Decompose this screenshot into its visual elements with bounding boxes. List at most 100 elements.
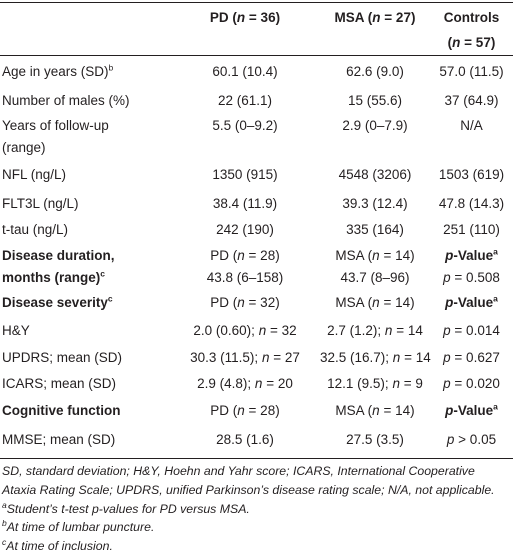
- text-run: = 14: [400, 349, 431, 365]
- table-cell: p = 0.508: [430, 270, 513, 285]
- table-cell: p-Valuea: [430, 401, 513, 418]
- table-cell: 22 (61.1): [170, 93, 320, 108]
- table-cell: PD (n = 36): [170, 10, 320, 25]
- header-row: (n = 57): [0, 30, 513, 55]
- text-run: n: [372, 247, 380, 263]
- text-run: 47.8 (14.3): [438, 195, 505, 211]
- table-cell: p = 0.014: [430, 323, 513, 338]
- text-run: 251 (110): [443, 222, 500, 237]
- table-cell: 43.7 (8–96): [320, 270, 430, 285]
- text-run: -Value: [453, 403, 494, 418]
- text-run: MSA (: [335, 403, 373, 418]
- table-cell: 62.6 (9.0): [320, 64, 430, 79]
- text-run: = 14: [392, 323, 423, 338]
- text-run: p: [445, 247, 454, 263]
- top-rule: [0, 2, 513, 3]
- footnote: aStudent’s t-test p-values for PD versus…: [2, 500, 510, 519]
- text-run: 57.0 (11.5): [439, 64, 504, 79]
- table-cell: 47.8 (14.3): [430, 196, 513, 211]
- text-run: MSA (: [334, 9, 373, 25]
- text-run: 1503 (619): [438, 166, 505, 182]
- text-run: months (range): [2, 270, 101, 285]
- row-label: ICARS; mean (SD): [0, 376, 170, 391]
- table-cell: 43.8 (6–158): [170, 270, 320, 285]
- text-run: n: [237, 295, 245, 310]
- text-run: MMSE; mean (SD): [2, 431, 116, 447]
- text-run: n: [392, 349, 401, 365]
- text-run: = 32): [244, 295, 280, 310]
- bottom-rule: [0, 458, 513, 459]
- text-run: 30.3 (11.5);: [190, 349, 262, 365]
- text-run: a: [493, 401, 498, 412]
- table-cell: 335 (164): [320, 222, 430, 237]
- table-cell: 57.0 (11.5): [430, 64, 513, 79]
- text-run: H&Y: [2, 323, 30, 338]
- table-cell: p-Valuea: [430, 293, 513, 310]
- table-row: MMSE; mean (SD) 28.5 (1.6) 27.5 (3.5) p > 0…: [0, 424, 513, 454]
- text-run: 39.3 (12.4): [342, 195, 408, 211]
- text-run: N/A: [460, 117, 483, 133]
- text-run: 28.5 (1.6): [216, 431, 274, 447]
- text-run: = 14): [379, 295, 415, 310]
- text-run: At time of inclusion.: [6, 539, 113, 554]
- text-run: 43.7 (8–96): [340, 270, 410, 285]
- text-run: n: [452, 35, 461, 50]
- text-run: UPDRS; mean (SD): [2, 349, 123, 365]
- text-run: = 28): [244, 403, 280, 418]
- text-run: p: [445, 403, 454, 418]
- text-run: = 27: [269, 349, 300, 365]
- header-rule: [0, 55, 513, 56]
- text-run: c: [100, 268, 105, 279]
- text-run: p: [443, 270, 451, 285]
- text-run: = 14): [379, 247, 415, 263]
- text-run: n: [384, 323, 393, 338]
- text-run: 27.5 (3.5): [346, 431, 404, 447]
- text-run: n: [237, 403, 245, 418]
- header-row: PD (n = 36) MSA (n = 27) Controls: [0, 4, 513, 30]
- text-run: n: [261, 349, 270, 365]
- table-cell: 4548 (3206): [320, 167, 430, 182]
- row-label: Cognitive function: [0, 403, 170, 418]
- text-run: = 0.508: [450, 270, 500, 285]
- table-cell: MSA (n = 14): [320, 403, 430, 418]
- text-run: n: [258, 323, 267, 338]
- table-row: Disease duration, PD (n = 28) MSA (n = 14)…: [0, 243, 513, 267]
- row-label: (range): [0, 140, 170, 155]
- table-cell: 2.9 (0–7.9): [320, 118, 430, 133]
- row-label: H&Y: [0, 323, 170, 338]
- text-run: = 0.020: [450, 376, 500, 391]
- table-cell: 28.5 (1.6): [170, 432, 320, 447]
- text-run: 4548 (3206): [338, 166, 412, 182]
- text-run: Age in years (SD): [2, 64, 109, 79]
- text-run: Controls: [443, 9, 500, 25]
- table-row: Number of males (%) 22 (61.1) 15 (55.6) 37 …: [0, 88, 513, 113]
- text-run: -Value: [453, 295, 494, 310]
- row-label: Years of follow-up: [0, 118, 170, 133]
- text-run: PD (: [210, 295, 238, 310]
- text-run: a: [493, 293, 498, 304]
- table-cell: 60.1 (10.4): [170, 64, 320, 79]
- text-run: 22 (61.1): [217, 93, 273, 108]
- text-run: n: [254, 376, 263, 391]
- table-row: NFL (ng/L) 1350 (915) 4548 (3206) 1503 (619…: [0, 158, 513, 190]
- text-run: 15 (55.6): [347, 93, 403, 108]
- table-cell: p > 0.05: [430, 432, 513, 447]
- table-cell: 251 (110): [430, 222, 513, 237]
- text-run: n: [372, 9, 381, 25]
- table-cell: PD (n = 28): [170, 248, 320, 263]
- text-run: PD (: [210, 403, 238, 418]
- text-run: ICARS; mean (SD): [2, 376, 117, 391]
- text-run: c: [107, 293, 113, 304]
- text-run: SD, standard deviation; H&Y, Hoehn and Y…: [2, 464, 495, 497]
- text-run: = 57): [460, 35, 496, 50]
- text-run: n: [236, 9, 246, 25]
- text-run: b: [108, 62, 114, 73]
- row-label: months (range)c: [0, 268, 170, 285]
- text-run: Years of follow-up: [2, 117, 109, 133]
- text-run: = 0.627: [450, 349, 500, 365]
- table-cell: PD (n = 28): [170, 403, 320, 418]
- table-cell: MSA (n = 14): [320, 295, 430, 310]
- text-run: (range): [2, 140, 46, 155]
- text-run: = 14): [379, 403, 415, 418]
